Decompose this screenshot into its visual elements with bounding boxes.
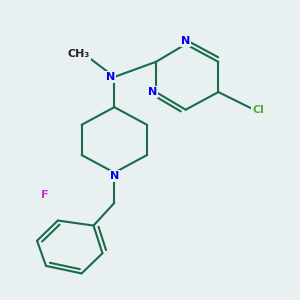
Text: N: N — [148, 87, 157, 97]
Text: N: N — [110, 171, 119, 181]
Text: N: N — [106, 72, 115, 82]
Text: N: N — [181, 36, 190, 46]
Text: Cl: Cl — [253, 105, 264, 115]
Text: CH₃: CH₃ — [68, 49, 90, 59]
Text: F: F — [41, 190, 48, 200]
